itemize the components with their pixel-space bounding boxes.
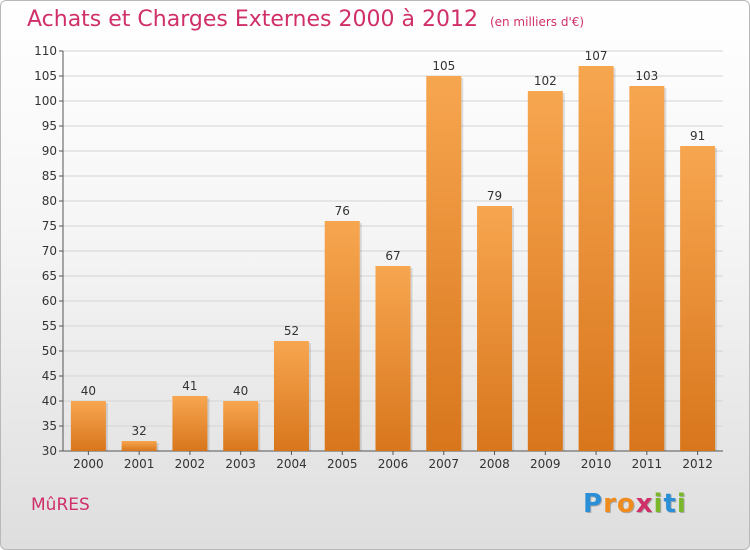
y-tick-label: 45 xyxy=(42,369,57,383)
labels: 30 35 40 45 50 55 60 65 70 75 80 85 90 95 100 105 110 40 2… xyxy=(34,44,713,471)
data-label-2011: 103 xyxy=(635,69,658,83)
chart-title: Achats et Charges Externes 2000 à 2012 (e… xyxy=(27,7,584,32)
x-tick-label-2009: 2009 xyxy=(530,457,561,471)
data-label-2003: 40 xyxy=(233,384,248,398)
logo-letter: P xyxy=(583,489,604,519)
y-tick-label: 35 xyxy=(42,419,57,433)
bars xyxy=(70,66,718,451)
y-tick-label: 70 xyxy=(42,244,57,258)
y-tick-label: 85 xyxy=(42,169,57,183)
bar-2011 xyxy=(629,86,665,451)
x-tick-label-2004: 2004 xyxy=(276,457,307,471)
y-tick-label: 50 xyxy=(42,344,57,358)
y-tick-label: 55 xyxy=(42,319,57,333)
bar-2007 xyxy=(426,76,462,451)
x-tick-label-2012: 2012 xyxy=(682,457,713,471)
x-tick-label-2000: 2000 xyxy=(73,457,104,471)
bar-2008 xyxy=(477,206,513,451)
bar-2001 xyxy=(121,441,157,451)
x-tick-label-2011: 2011 xyxy=(632,457,663,471)
data-label-2007: 105 xyxy=(432,59,455,73)
commune-name: MûRES xyxy=(31,495,90,515)
bar-2006 xyxy=(375,266,411,451)
y-tick-label: 110 xyxy=(34,44,57,58)
y-tick-label: 80 xyxy=(42,194,57,208)
logo-letter: i xyxy=(653,489,664,519)
bar-2000 xyxy=(70,401,106,451)
bar-2005 xyxy=(324,221,360,451)
bar-2004 xyxy=(273,341,309,451)
x-tick-label-2001: 2001 xyxy=(124,457,155,471)
chart-title-text: Achats et Charges Externes 2000 à 2012 xyxy=(27,7,478,32)
data-label-2001: 32 xyxy=(132,424,147,438)
logo-letter: o xyxy=(616,489,636,519)
bar-2009 xyxy=(527,91,563,451)
x-tick-label-2006: 2006 xyxy=(378,457,409,471)
data-label-2004: 52 xyxy=(284,324,299,338)
data-label-2006: 67 xyxy=(385,249,400,263)
bar-2002 xyxy=(172,396,208,451)
y-tick-label: 95 xyxy=(42,119,57,133)
x-tick-label-2010: 2010 xyxy=(581,457,612,471)
data-label-2010: 107 xyxy=(585,49,608,63)
y-tick-label: 30 xyxy=(42,444,57,458)
x-tick-label-2005: 2005 xyxy=(327,457,358,471)
data-label-2009: 102 xyxy=(534,74,557,88)
bar-2012 xyxy=(680,146,716,451)
y-tick-label: 100 xyxy=(34,94,57,108)
data-label-2012: 91 xyxy=(690,129,705,143)
y-tick-label: 105 xyxy=(34,69,57,83)
y-tick-label: 65 xyxy=(42,269,57,283)
y-tick-label: 40 xyxy=(42,394,57,408)
data-label-2000: 40 xyxy=(81,384,96,398)
logo-letter: r xyxy=(603,489,617,519)
y-tick-label: 90 xyxy=(42,144,57,158)
x-tick-label-2008: 2008 xyxy=(479,457,510,471)
data-label-2005: 76 xyxy=(335,204,350,218)
x-tick-label-2003: 2003 xyxy=(225,457,256,471)
logo-letter: x xyxy=(635,489,654,519)
bar-2003 xyxy=(223,401,259,451)
proxiti-logo: Proxiti xyxy=(583,489,687,519)
x-tick-label-2002: 2002 xyxy=(175,457,206,471)
chart-subtitle: (en milliers d'€) xyxy=(489,15,585,29)
data-label-2002: 41 xyxy=(182,379,197,393)
y-tick-label: 75 xyxy=(42,219,57,233)
logo-letter: t xyxy=(663,489,677,519)
y-tick-label: 60 xyxy=(42,294,57,308)
bar-2010 xyxy=(578,66,614,451)
data-label-2008: 79 xyxy=(487,189,502,203)
x-tick-label-2007: 2007 xyxy=(428,457,459,471)
logo-letter: i xyxy=(676,489,687,519)
